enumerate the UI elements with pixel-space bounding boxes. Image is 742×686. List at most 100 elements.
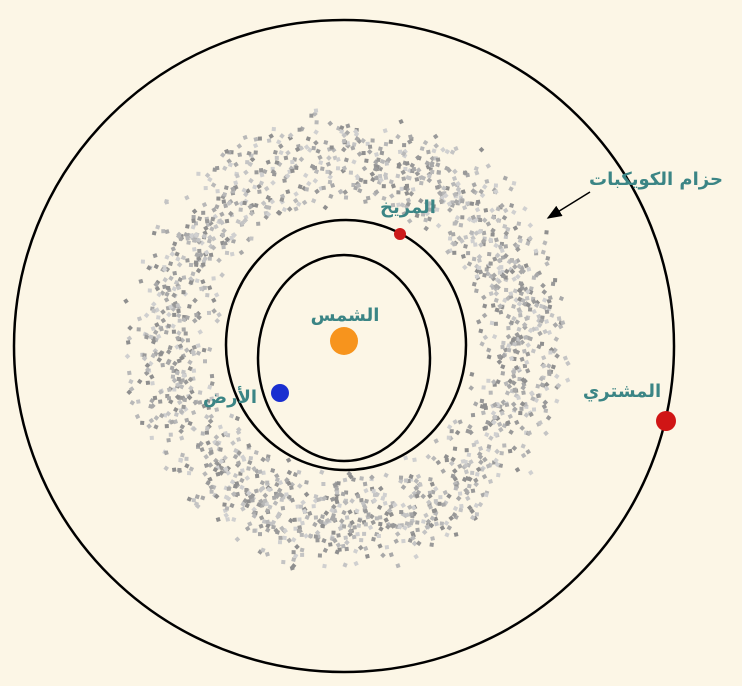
asteroid bbox=[540, 249, 546, 255]
asteroid bbox=[175, 285, 182, 291]
asteroid bbox=[341, 138, 347, 144]
asteroid bbox=[448, 460, 455, 467]
asteroid bbox=[351, 159, 357, 165]
asteroid bbox=[156, 315, 161, 320]
asteroid bbox=[198, 286, 204, 292]
asteroid bbox=[473, 166, 479, 172]
asteroid bbox=[185, 235, 190, 241]
asteroid bbox=[411, 166, 417, 172]
asteroid bbox=[267, 504, 273, 510]
asteroid bbox=[401, 211, 407, 217]
asteroid bbox=[509, 320, 515, 326]
asteroid bbox=[220, 232, 225, 238]
asteroid bbox=[525, 302, 532, 308]
asteroid bbox=[164, 229, 170, 235]
asteroid bbox=[441, 185, 447, 191]
asteroid bbox=[497, 303, 503, 310]
asteroid bbox=[358, 177, 364, 183]
asteroid bbox=[158, 412, 165, 419]
asteroid bbox=[286, 537, 293, 544]
asteroid bbox=[470, 488, 476, 494]
asteroid bbox=[163, 450, 169, 456]
asteroid bbox=[515, 341, 521, 346]
asteroid bbox=[377, 543, 383, 549]
asteroid bbox=[452, 446, 458, 451]
asteroid bbox=[409, 512, 414, 517]
asteroid bbox=[304, 479, 309, 485]
asteroid bbox=[359, 537, 364, 543]
asteroid bbox=[371, 536, 376, 542]
asteroid bbox=[496, 472, 501, 478]
asteroid bbox=[356, 523, 362, 528]
asteroid bbox=[543, 381, 550, 388]
asteroid bbox=[558, 295, 565, 302]
asteroid bbox=[516, 300, 523, 307]
asteroid bbox=[296, 528, 301, 533]
asteroid bbox=[237, 152, 243, 158]
asteroid bbox=[553, 336, 560, 342]
asteroid bbox=[275, 139, 282, 145]
asteroid bbox=[508, 186, 514, 192]
asteroid bbox=[126, 335, 133, 342]
asteroid bbox=[463, 469, 469, 475]
asteroid bbox=[187, 359, 193, 365]
asteroid bbox=[502, 175, 508, 181]
asteroid bbox=[514, 467, 521, 473]
asteroid bbox=[455, 186, 462, 192]
asteroid bbox=[258, 180, 265, 186]
asteroid bbox=[478, 217, 483, 223]
asteroid bbox=[354, 136, 360, 142]
asteroid bbox=[495, 217, 501, 224]
asteroid bbox=[339, 129, 345, 135]
asteroid bbox=[340, 146, 347, 153]
asteroid bbox=[520, 452, 527, 459]
asteroid bbox=[424, 524, 430, 530]
asteroid bbox=[481, 217, 488, 224]
asteroid bbox=[493, 414, 498, 420]
asteroid bbox=[503, 230, 510, 237]
asteroid bbox=[167, 345, 173, 351]
asteroid bbox=[499, 450, 504, 456]
asteroid bbox=[360, 137, 366, 144]
asteroid bbox=[288, 517, 294, 524]
asteroid bbox=[440, 146, 446, 153]
asteroid bbox=[185, 258, 190, 263]
asteroid bbox=[489, 207, 495, 214]
asteroid bbox=[511, 276, 517, 282]
asteroid bbox=[374, 491, 380, 498]
asteroid bbox=[172, 360, 178, 367]
asteroid bbox=[148, 417, 155, 424]
asteroid bbox=[175, 302, 181, 309]
asteroid bbox=[457, 419, 463, 425]
asteroid bbox=[335, 542, 342, 548]
asteroid bbox=[486, 378, 491, 383]
asteroid bbox=[236, 436, 242, 442]
asteroid bbox=[444, 532, 450, 538]
asteroid bbox=[151, 230, 157, 236]
asteroid bbox=[298, 504, 304, 509]
asteroid bbox=[408, 190, 415, 197]
asteroid bbox=[485, 163, 492, 169]
asteroid bbox=[315, 538, 320, 543]
asteroid bbox=[352, 128, 359, 135]
asteroid bbox=[547, 369, 552, 374]
asteroid bbox=[547, 295, 553, 301]
asteroid bbox=[428, 522, 435, 529]
asteroid bbox=[223, 466, 229, 472]
asteroid bbox=[321, 481, 326, 487]
asteroid bbox=[174, 394, 181, 400]
asteroid bbox=[234, 481, 240, 487]
asteroid bbox=[163, 297, 170, 303]
asteroid bbox=[217, 424, 223, 430]
asteroid bbox=[184, 463, 190, 469]
asteroid bbox=[247, 204, 254, 210]
asteroid bbox=[453, 198, 460, 205]
asteroid bbox=[299, 532, 304, 537]
asteroid bbox=[264, 501, 269, 507]
asteroid bbox=[265, 159, 271, 165]
asteroid bbox=[548, 350, 553, 355]
asteroid bbox=[178, 428, 184, 435]
asteroid bbox=[415, 473, 422, 480]
asteroid bbox=[229, 479, 236, 485]
asteroid bbox=[253, 488, 259, 494]
